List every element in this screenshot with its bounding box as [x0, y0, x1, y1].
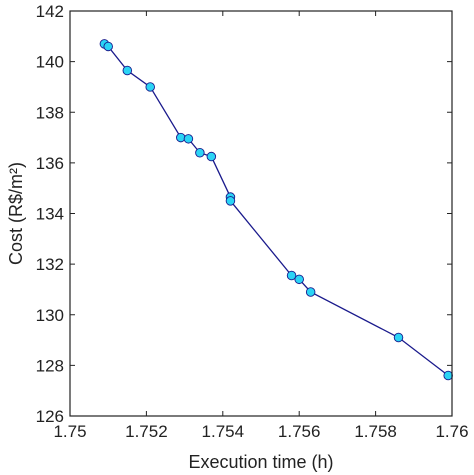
plot-frame [69, 10, 453, 417]
x-tick-label: 1.754 [202, 422, 245, 441]
y-tick-label: 136 [36, 154, 64, 173]
data-point [176, 132, 186, 143]
data-point [294, 274, 304, 285]
points-layer [99, 39, 453, 381]
series-line [104, 43, 449, 377]
x-axis-label: Execution time (h) [188, 452, 333, 472]
data-point [443, 370, 453, 381]
x-tick-label: 1.75 [53, 422, 86, 441]
data-point [305, 287, 316, 297]
y-tick-label: 138 [36, 103, 64, 122]
data-point [103, 41, 113, 52]
y-tick-label: 128 [36, 356, 64, 375]
y-axis-label: Cost (R$/m²) [6, 162, 26, 265]
y-tick-label: 140 [36, 53, 64, 72]
data-point [122, 65, 133, 76]
y-tick-label: 134 [36, 205, 64, 224]
x-tick-label: 1.756 [278, 422, 321, 441]
data-point [225, 196, 236, 206]
y-tick-label: 130 [36, 306, 64, 325]
data-point [183, 134, 194, 144]
y-tick-label: 126 [36, 407, 64, 426]
data-point [145, 82, 155, 92]
x-tick-label: 1.752 [125, 422, 168, 441]
data-point [393, 332, 404, 343]
y-tick-label: 142 [36, 2, 64, 21]
x-tick-label: 1.76 [435, 422, 468, 441]
x-tick-label: 1.758 [354, 422, 397, 441]
y-tick-label: 132 [36, 255, 64, 274]
data-point [286, 270, 297, 281]
tick-labels-layer: 1.75 1.752 1.754 1.756 1.758 1.76 126 128 130 132… [36, 2, 469, 441]
data-point [195, 147, 205, 158]
data-point [206, 151, 217, 162]
